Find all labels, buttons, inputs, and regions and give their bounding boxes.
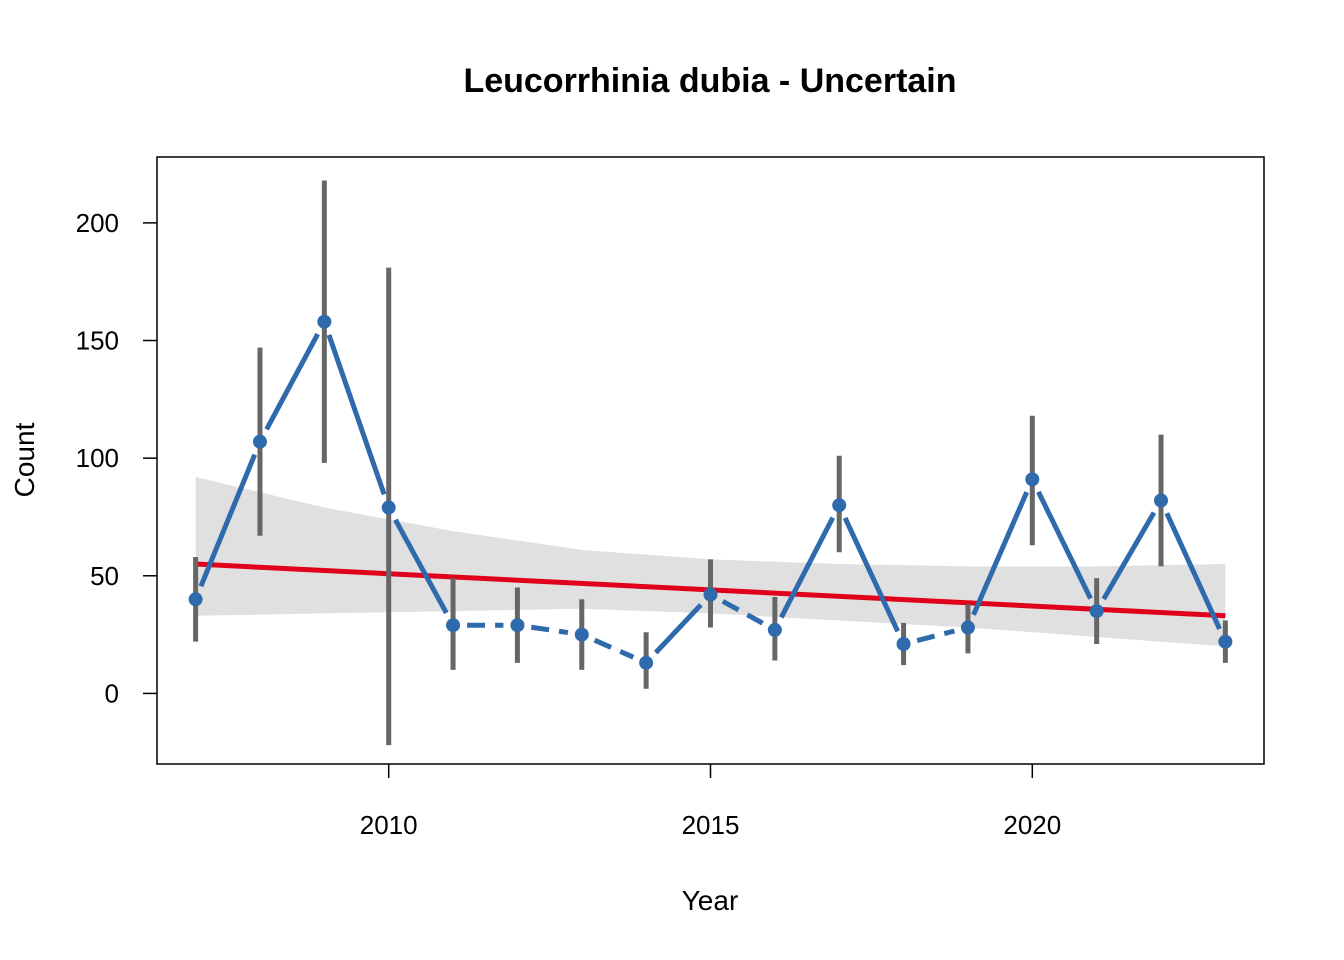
series-line-segment <box>971 491 1030 616</box>
series-line-segment <box>264 332 320 431</box>
data-point <box>252 434 267 449</box>
y-tick-label: 0 <box>105 678 119 708</box>
data-point <box>1025 472 1040 487</box>
x-tick-label: 2020 <box>1003 810 1061 840</box>
series-line-layer <box>198 332 1222 660</box>
series-line-segment <box>393 518 449 615</box>
y-tick-label: 50 <box>90 561 119 591</box>
x-axis-label: Year <box>682 885 739 916</box>
data-point <box>703 587 718 602</box>
y-tick-label: 100 <box>76 443 119 473</box>
series-line-segment <box>326 334 387 496</box>
y-tick-label: 200 <box>76 208 119 238</box>
data-point <box>510 618 525 633</box>
error-bar-layer <box>193 180 1228 746</box>
chart-title: Leucorrhinia dubia - Uncertain <box>463 62 956 100</box>
data-point <box>1089 604 1104 619</box>
data-point <box>896 637 911 652</box>
y-axis: 0 50 100 150 200 <box>76 208 157 708</box>
series-line-segment <box>198 453 257 588</box>
series-line-segment <box>916 628 955 643</box>
series-line-segment <box>653 603 703 655</box>
series-line-segment <box>779 516 836 619</box>
data-point <box>832 498 847 513</box>
data-point <box>317 314 332 329</box>
data-point <box>1218 634 1233 649</box>
y-axis-label: Count <box>9 422 40 497</box>
x-tick-label: 2015 <box>682 810 740 840</box>
series-line-segment <box>842 516 900 633</box>
data-point <box>381 500 396 515</box>
data-point <box>639 655 654 670</box>
x-tick-label: 2010 <box>360 810 418 840</box>
series-point-layer <box>188 314 1233 670</box>
data-point <box>446 618 461 633</box>
series-line-segment <box>1164 512 1222 630</box>
data-point <box>574 627 589 642</box>
data-point <box>960 620 975 635</box>
series-line-segment <box>1101 511 1157 601</box>
x-axis: 2010 2015 2020 <box>360 764 1061 840</box>
series-line-segment <box>530 624 569 636</box>
data-point <box>188 592 203 607</box>
series-line-segment <box>721 599 764 626</box>
series-line-segment <box>1036 490 1093 600</box>
y-tick-label: 150 <box>76 326 119 356</box>
data-point <box>767 622 782 637</box>
series-line-segment <box>593 637 635 660</box>
data-point <box>1154 493 1169 508</box>
